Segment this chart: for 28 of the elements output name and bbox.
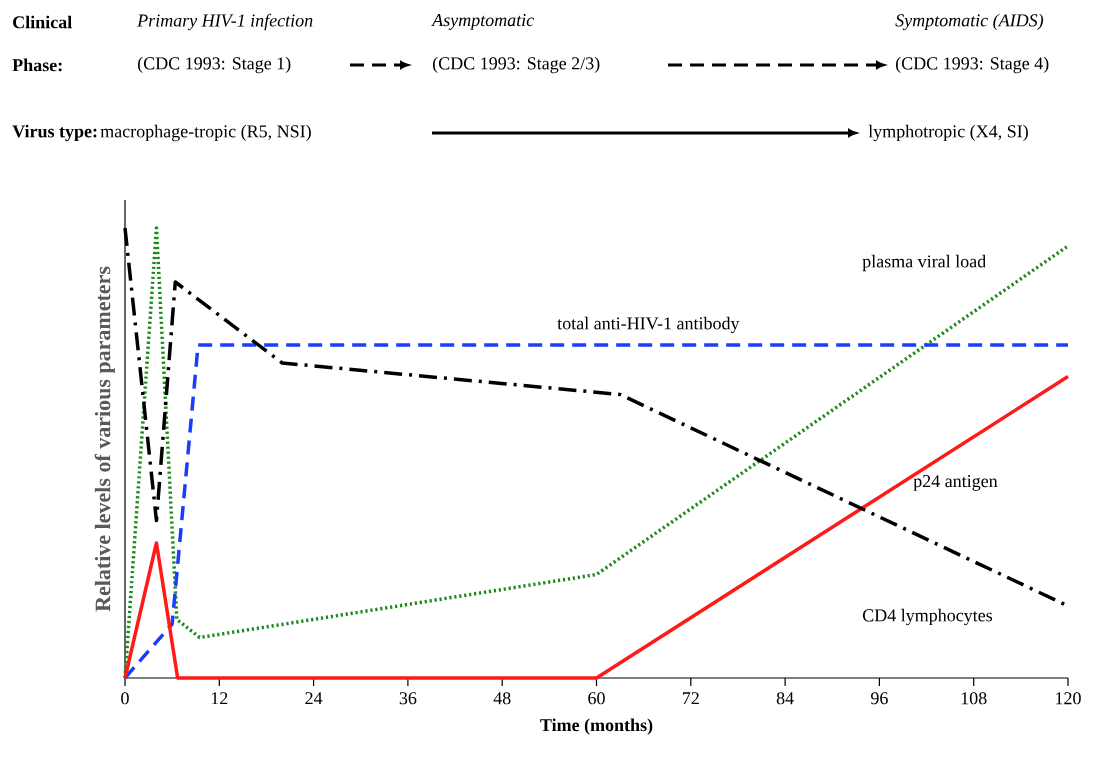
text: (CDC 1993: Stage 1) [137, 56, 291, 74]
x-tick-label: 24 [305, 692, 323, 705]
x-tick-label: 48 [493, 692, 511, 705]
x-tick-label: 12 [211, 692, 228, 705]
x-axis-title: Time (months) [540, 718, 653, 735]
series-label: plasma viral load [862, 254, 986, 272]
series-label: CD4 lymphocytes [862, 608, 993, 626]
y-axis-title: Relative levels of various parameters [94, 266, 115, 612]
x-tick-label: 0 [121, 692, 129, 705]
x-tick-label: 84 [776, 692, 794, 705]
text: Primary HIV-1 infection [137, 13, 313, 31]
text: macrophage-tropic (R5, NSI) [100, 124, 311, 142]
text: (CDC 1993: Stage 2/3) [432, 56, 600, 74]
text: Phase: [12, 58, 62, 72]
x-tick-label: 36 [399, 692, 417, 705]
series-label: total anti-HIV-1 antibody [557, 316, 740, 334]
x-tick-label: 96 [870, 692, 888, 705]
series-label: p24 antigen [913, 475, 998, 491]
text: Symptomatic (AIDS) [895, 13, 1044, 31]
x-tick-label: 108 [961, 692, 987, 705]
x-tick-label: 120 [1056, 692, 1081, 705]
x-tick-label: 60 [588, 692, 605, 705]
text: Asymptomatic [431, 14, 534, 30]
text: lymphotropic (X4, SI) [868, 124, 1028, 142]
x-tick-label: 72 [682, 692, 699, 705]
text: Virus type: [12, 124, 97, 142]
text: (CDC 1993: Stage 4) [895, 56, 1049, 74]
text: Clinical [13, 15, 72, 29]
